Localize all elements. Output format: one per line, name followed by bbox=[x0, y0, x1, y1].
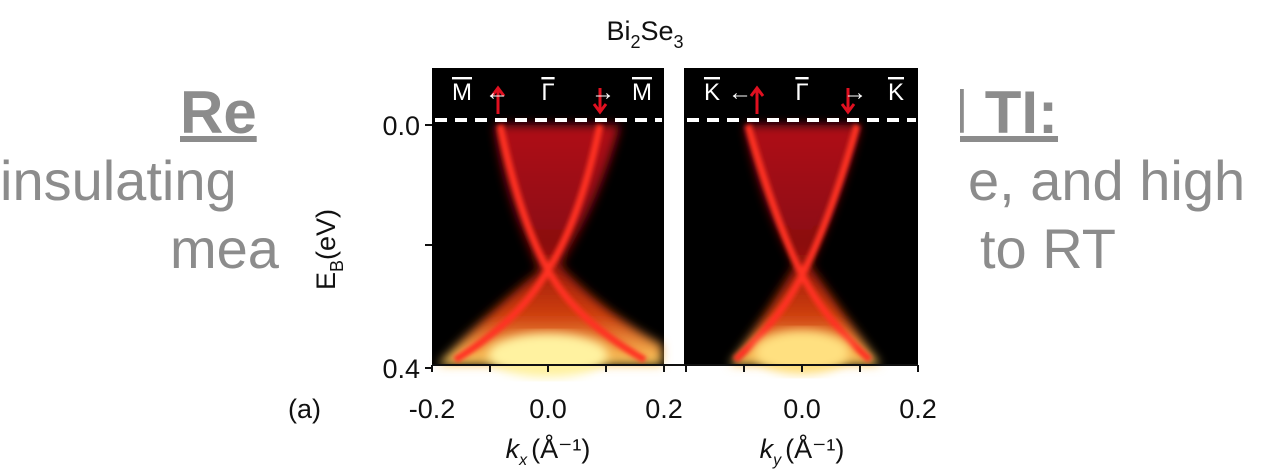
x-tick-label: 0.2 bbox=[645, 394, 683, 424]
symmetry-label: M bbox=[632, 79, 652, 106]
x-tick-label: -0.2 bbox=[409, 394, 456, 424]
slide: Re al TI: insulating e, and high mea to … bbox=[0, 0, 1272, 476]
y-tick-label: 0.0 bbox=[382, 111, 420, 141]
slide-text: to RT bbox=[980, 217, 1116, 280]
symmetry-label: Γ bbox=[541, 79, 554, 106]
slide-text: e, and high bbox=[968, 149, 1245, 212]
x-axis-label-part: (Å⁻¹) bbox=[531, 433, 590, 464]
x-axis-label-part: (Å⁻¹) bbox=[785, 433, 844, 464]
slide-text: mea bbox=[170, 217, 280, 280]
page: Re al TI: insulating e, and high mea to … bbox=[0, 0, 1272, 476]
slide-title: Re bbox=[180, 79, 257, 146]
y-tick-label: 0.4 bbox=[382, 354, 420, 384]
x-tick-label: 0.2 bbox=[899, 394, 937, 424]
symmetry-label: M bbox=[452, 79, 472, 106]
x-tick-label: 0.0 bbox=[529, 394, 567, 424]
panel-label: (a) bbox=[288, 394, 321, 424]
x-axis-label: kx(Å⁻¹) bbox=[506, 433, 591, 469]
symmetry-label: K bbox=[888, 79, 904, 106]
slide-text: insulating bbox=[0, 149, 237, 212]
panel: K ← Γ → K bbox=[684, 68, 918, 374]
symmetry-label: ← bbox=[728, 79, 752, 106]
x-tick-label: 0.0 bbox=[783, 394, 821, 424]
symmetry-label: K bbox=[704, 79, 720, 106]
x-axis-label-part: x bbox=[518, 452, 528, 469]
symmetry-label: → bbox=[843, 79, 867, 106]
symmetry-label: ← bbox=[485, 79, 509, 106]
x-axis-label-part: y bbox=[772, 452, 782, 469]
panel: M ← Γ → M bbox=[432, 68, 664, 377]
symmetry-label: Γ bbox=[795, 79, 808, 106]
symmetry-label: → bbox=[591, 79, 615, 106]
x-axis-label: ky(Å⁻¹) bbox=[760, 433, 845, 469]
